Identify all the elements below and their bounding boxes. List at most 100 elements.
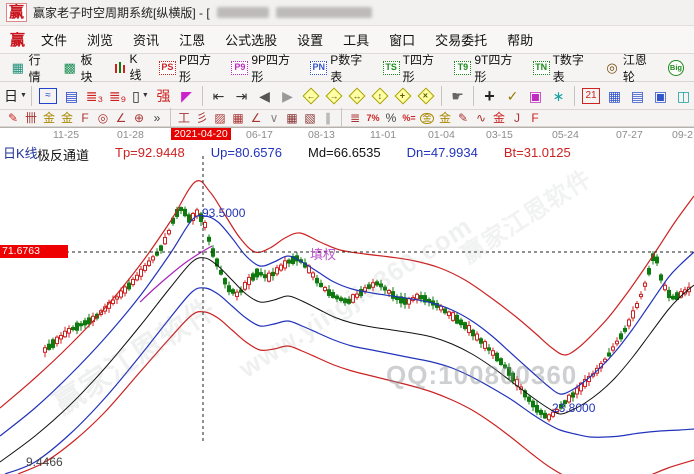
quotes-button[interactable]: ▦ 行情 (5, 49, 57, 87)
diamond-fit-button[interactable]: × (415, 85, 436, 107)
grid2-tool-button[interactable]: ▦ (283, 111, 301, 126)
f-angle-tool-button[interactable]: F (526, 111, 544, 126)
candle-style-button[interactable]: ▯ ▼ (130, 85, 151, 107)
menu-item-4[interactable]: 公式选股 (225, 33, 278, 48)
zigzag-tool-button[interactable]: ∨ (265, 111, 283, 126)
gann-wheel-button[interactable]: ◎ 江恩轮 (599, 49, 663, 87)
diamond-v-expand-button[interactable]: ↕ (369, 85, 390, 107)
menu-item-1[interactable]: 浏览 (87, 33, 114, 48)
diamond-move-button[interactable]: + (392, 85, 413, 107)
toolbar-separator (574, 85, 575, 106)
gold-grid2-tool-icon: 金 (60, 111, 73, 125)
wave-abc-tool-button[interactable]: ∿ (472, 111, 490, 126)
diamond-v-expand-icon: ↕ (371, 87, 388, 104)
share-button[interactable]: ◫ (673, 85, 694, 107)
menu-item-0[interactable]: 文件 (41, 33, 68, 48)
chart-canvas[interactable] (0, 142, 694, 474)
more-tools-button[interactable]: » (148, 111, 166, 126)
rings-tool-button[interactable]: ◎ (94, 111, 112, 126)
wave-tool-button[interactable]: ≈ (39, 87, 57, 104)
menu-item-5[interactable]: 设置 (297, 33, 324, 48)
9t-square-button[interactable]: T9 9T四方形 (449, 49, 527, 87)
go-next-icon: ▶ (282, 87, 293, 104)
t-square-button-label: T四方形 (402, 52, 434, 84)
report-button[interactable]: ▤ (627, 85, 648, 107)
bars3-icon-button[interactable]: ≣₃ (84, 85, 105, 107)
gift-box-button[interactable]: ▣ (525, 85, 546, 107)
f-grid-tool-button[interactable]: F (76, 111, 94, 126)
pan-hand-icon: ☛ (451, 87, 464, 104)
j-angle-tool-button[interactable]: J (508, 111, 526, 126)
pan-hand-button[interactable]: ☛ (447, 85, 468, 107)
gann-box-tool-icon: 工 (177, 111, 190, 125)
color-bars-icon-button[interactable]: ◤ (176, 85, 197, 107)
grid-comb-tool-button[interactable]: 卌 (22, 111, 40, 126)
kline-button[interactable]: K线 (109, 50, 154, 85)
diamond-right-button[interactable]: → (323, 85, 344, 107)
price-bars-tool-button[interactable]: ≣ (346, 111, 364, 126)
sectors-button[interactable]: ▩ 板块 (57, 49, 109, 87)
grid-arrow-tool-button[interactable]: ▧ (301, 111, 319, 126)
diamond-h-expand-button[interactable]: ↔ (346, 85, 367, 107)
dropdown-arrow-icon: ▼ (141, 92, 149, 99)
icon-toolbar: 日▼≈▤≣₃≣₉▯▼强◤⇤⇥◀▶←→↔↕+×☛+✓▣∗21▦▤▣◫▨ (0, 82, 694, 110)
scribble-button[interactable]: ∗ (548, 85, 569, 107)
9p-square-button[interactable]: P9 9P四方形 (226, 49, 305, 87)
notes-icon-button[interactable]: ▤ (61, 85, 82, 107)
diamond-left-button[interactable]: ← (300, 85, 321, 107)
pct-tool-button[interactable]: % (382, 111, 400, 126)
angle-pen-tool-button[interactable]: ∠ (112, 111, 130, 126)
marker-button[interactable]: ✓ (502, 85, 523, 107)
fan-lines-tool-icon: 彡 (195, 111, 208, 125)
big-wheel-button[interactable]: Big (663, 58, 689, 78)
save-button[interactable]: ▣ (650, 85, 671, 107)
angle-lines-tool-button[interactable]: ∠ (247, 111, 265, 126)
candle-pen-tool-button[interactable]: ✎ (454, 111, 472, 126)
fan-lines-tool-button[interactable]: 彡 (193, 111, 211, 126)
go-prev-button[interactable]: ◀ (254, 85, 275, 107)
indicator-value-1: Up=80.6576 (210, 145, 282, 160)
gold-section-tool-button[interactable]: 金 (490, 111, 508, 126)
gold-grid2-tool-button[interactable]: 金 (58, 111, 76, 126)
t-square-button[interactable]: TS T四方形 (378, 49, 450, 87)
calendar-button[interactable]: 21 (582, 87, 600, 104)
period-day-button[interactable]: 日 ▼ (4, 85, 27, 107)
parallel-lines-tool-button[interactable]: ∥ (319, 111, 337, 126)
quotes-button-label: 行情 (28, 52, 41, 84)
p-square-button[interactable]: PS P四方形 (154, 49, 226, 87)
chart-area[interactable]: 日K线 极反通道 Tp=92.9448 Up=80.6576 Md=66.6535 D… (0, 142, 694, 474)
bars9-icon-button[interactable]: ≣₉ (107, 85, 128, 107)
cycle-circle-tool-button[interactable]: ⊕ (130, 111, 148, 126)
gold-circle-tool-button[interactable]: 金 (420, 112, 434, 124)
p-table-button[interactable]: PN P数字表 (305, 49, 377, 87)
calendar-icon: 21 (585, 89, 597, 101)
crosshair-button[interactable]: + (479, 85, 500, 107)
menu-item-3[interactable]: 江恩 (179, 33, 206, 48)
menu-item-6[interactable]: 工具 (343, 33, 370, 48)
brush-tool-button[interactable]: ✎ (4, 111, 22, 126)
menu-item-7[interactable]: 窗口 (389, 33, 416, 48)
gold-lines-tool-button[interactable]: 金 (436, 111, 454, 126)
box-fan-tool-button[interactable]: ▨ (211, 111, 229, 126)
bars3-icon-icon: ≣₃ (85, 87, 104, 104)
menu-item-9[interactable]: 帮助 (507, 33, 534, 48)
go-first-button[interactable]: ⇤ (208, 85, 229, 107)
calculator-button[interactable]: ▦ (604, 85, 625, 107)
t-table-button[interactable]: TN T数字表 (528, 49, 600, 87)
menu-item-8[interactable]: 交易委托 (435, 33, 488, 48)
pct7-tool-button[interactable]: 7% (364, 111, 382, 126)
gift-box-icon: ▣ (528, 87, 543, 104)
pct-lines-tool-button[interactable]: %= (400, 111, 418, 126)
box-grid-tool-button[interactable]: ▦ (229, 111, 247, 126)
go-last-button[interactable]: ⇥ (231, 85, 252, 107)
go-next-button[interactable]: ▶ (277, 85, 298, 107)
diamond-h-expand-icon: ↔ (348, 87, 365, 104)
grid-comb-tool-icon: 卌 (24, 111, 37, 125)
menu-item-2[interactable]: 资讯 (133, 33, 160, 48)
gann-box-tool-button[interactable]: 工 (175, 111, 193, 126)
gold-grid-tool-button[interactable]: 金 (40, 111, 58, 126)
date-axis: 11-25 01-28 2021-04-20 06-17 08-13 11-01 01-04… (0, 127, 694, 142)
dn-line (4, 287, 694, 474)
strength-icon-button[interactable]: 强 (153, 85, 174, 107)
box-grid-tool-icon: ▦ (232, 111, 244, 125)
